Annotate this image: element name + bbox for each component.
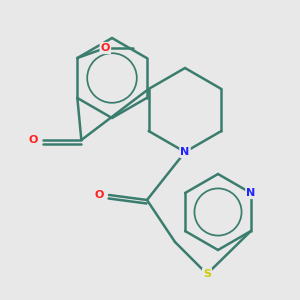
Text: N: N	[180, 147, 190, 157]
Text: O: O	[29, 135, 38, 145]
Text: S: S	[203, 269, 211, 279]
Text: O: O	[94, 190, 104, 200]
Text: N: N	[246, 188, 256, 198]
Text: O: O	[101, 43, 110, 53]
